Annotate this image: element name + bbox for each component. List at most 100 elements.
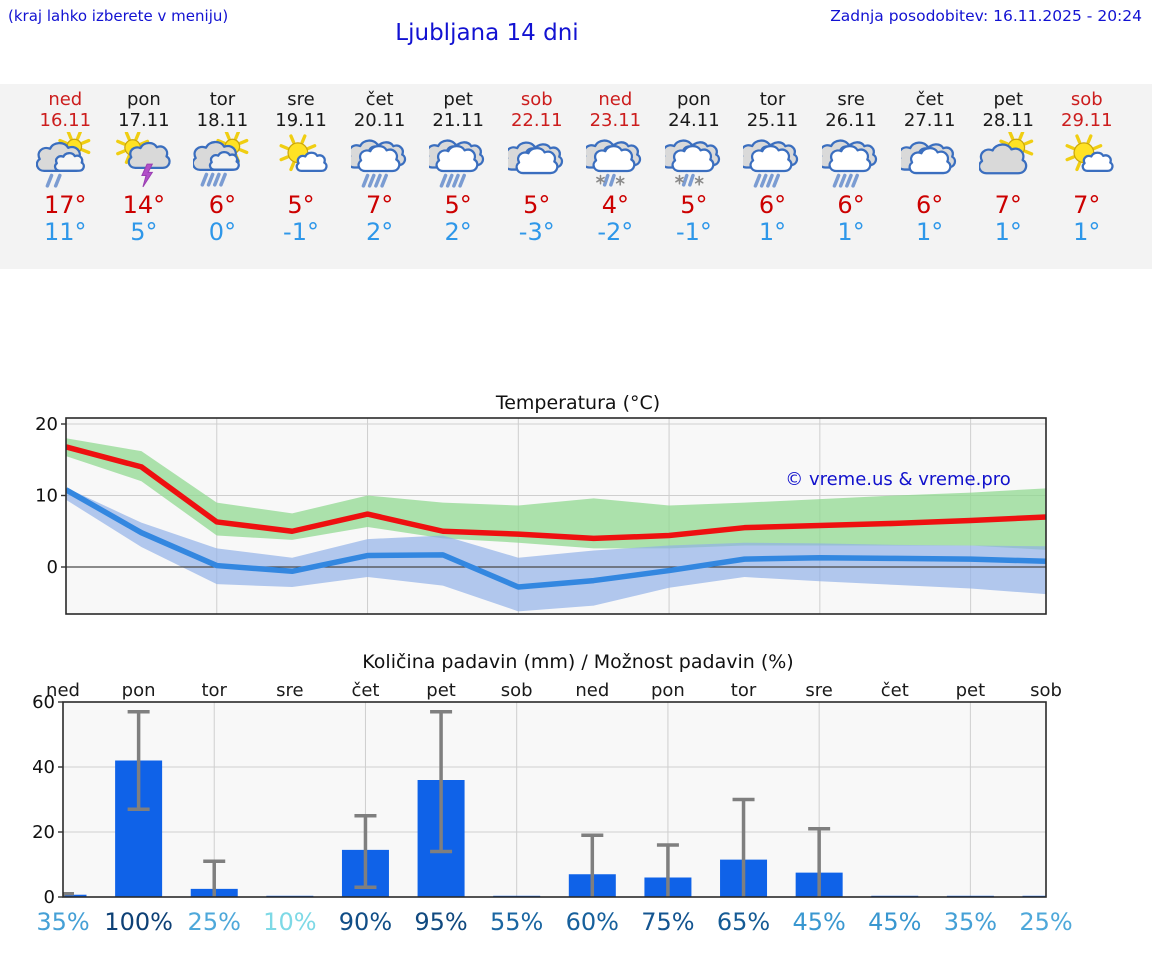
day-column-19.11[interactable]: sre 19.11 5° -1° xyxy=(262,84,341,269)
day-date: 28.11 xyxy=(982,110,1034,131)
max-temp-range xyxy=(66,438,1046,550)
precip-day-label: sre xyxy=(805,680,832,701)
rain-icon xyxy=(822,139,878,188)
day-date: 19.11 xyxy=(275,110,327,131)
day-column-18.11[interactable]: tor 18.11 6° 0° xyxy=(183,84,262,269)
day-column-28.11[interactable]: pet 28.11 7° 1° xyxy=(969,84,1048,269)
sleet-icon xyxy=(586,139,642,187)
day-low-temp: 1° xyxy=(916,218,944,246)
day-high-temp: 7° xyxy=(365,191,394,219)
precip-percent-label: 90% xyxy=(339,908,392,936)
precip-percent-label: 35% xyxy=(944,908,997,936)
day-high-temp: 7° xyxy=(994,191,1022,219)
partly-sunny-icon xyxy=(279,134,328,173)
precip-day-label: čet xyxy=(351,680,379,701)
day-date: 25.11 xyxy=(746,110,799,131)
temp-ytick: 20 xyxy=(35,414,58,435)
cloudy-icon xyxy=(900,141,956,175)
day-date: 21.11 xyxy=(432,110,484,131)
day-name: sob xyxy=(520,89,553,110)
partly-sunny-icon xyxy=(1065,134,1114,173)
day-high-temp: 6° xyxy=(837,191,865,219)
day-column-22.11[interactable]: sob 22.11 5° -3° xyxy=(497,84,576,269)
precip-percent-label: 55% xyxy=(490,908,543,936)
sleet-icon xyxy=(664,139,721,187)
day-high-temp: 4° xyxy=(601,191,629,219)
day-high-temp: 5° xyxy=(523,191,551,219)
day-high-temp: 5° xyxy=(444,191,472,219)
precip-percent-label: 65% xyxy=(717,908,770,936)
day-column-23.11[interactable]: ned 23.11 4° -2° xyxy=(576,84,655,269)
watermark-link[interactable]: © vreme.us & vreme.pro xyxy=(785,469,1011,490)
precip-day-label: sob xyxy=(1030,680,1062,701)
precip-chart-title: Količina padavin (mm) / Možnost padavin … xyxy=(362,651,793,673)
precip-percent-label: 10% xyxy=(263,908,316,936)
day-low-temp: 1° xyxy=(758,218,787,246)
day-low-temp: 5° xyxy=(130,218,158,246)
day-high-temp: 5° xyxy=(287,191,315,219)
precip-plot-area xyxy=(63,702,1046,897)
day-name: čet xyxy=(915,89,944,110)
temp-ytick: 10 xyxy=(35,486,58,507)
error-bar xyxy=(354,814,377,889)
day-low-temp: 11° xyxy=(44,218,87,246)
precip-ytick: 0 xyxy=(44,887,55,908)
day-high-temp: 5° xyxy=(680,191,708,219)
day-low-temp: 1° xyxy=(994,218,1022,246)
precip-ytick: 60 xyxy=(32,692,55,713)
day-column-29.11[interactable]: sob 29.11 7° 1° xyxy=(1048,84,1127,269)
precip-day-label: sre xyxy=(276,680,303,701)
rain-icon xyxy=(743,139,799,188)
menu-note: (kraj lahko izberete v meniju) xyxy=(8,7,229,25)
day-name: pon xyxy=(676,89,711,110)
max-temp-line xyxy=(66,444,1046,542)
day-name: tor xyxy=(759,89,786,110)
error-bar xyxy=(430,710,453,854)
sun-heavy-rain-icon xyxy=(193,132,249,187)
day-name: sob xyxy=(1070,89,1103,110)
day-column-21.11[interactable]: pet 21.11 5° 2° xyxy=(419,84,498,269)
precip-percent-label: 60% xyxy=(566,908,619,936)
error-bar xyxy=(127,710,150,811)
precip-day-label: pon xyxy=(651,680,685,701)
precip-day-label: tor xyxy=(731,680,757,701)
day-column-20.11[interactable]: čet 20.11 7° 2° xyxy=(340,84,419,269)
day-column-24.11[interactable]: pon 24.11 5° -1° xyxy=(655,84,734,269)
cloudy-icon xyxy=(507,141,563,175)
day-column-26.11[interactable]: sre 26.11 6° 1° xyxy=(812,84,891,269)
day-low-temp: 1° xyxy=(837,218,865,246)
precip-percent-label: 95% xyxy=(414,908,467,936)
rain-icon xyxy=(429,139,485,188)
day-column-17.11[interactable]: pon 17.11 14° 5° xyxy=(105,84,184,269)
day-name: pon xyxy=(126,89,161,110)
precip-day-label: ned xyxy=(46,680,80,701)
day-name: pet xyxy=(443,89,473,110)
sun-thunderstorm-icon xyxy=(115,132,171,188)
day-date: 29.11 xyxy=(1061,110,1113,131)
day-high-temp: 6° xyxy=(758,191,787,219)
precip-day-label: pon xyxy=(122,680,156,701)
precip-percent-label: 45% xyxy=(792,908,845,936)
precip-day-label: tor xyxy=(201,680,227,701)
precip-ytick: 20 xyxy=(32,822,55,843)
page-title: Ljubljana 14 dni xyxy=(395,20,579,46)
day-column-25.11[interactable]: tor 25.11 6° 1° xyxy=(733,84,812,269)
day-low-temp: -3° xyxy=(518,218,555,246)
temperature-chart: Temperatura (°C) 0 10 20 © vreme.us & vreme.… xyxy=(35,392,1047,615)
day-column-27.11[interactable]: čet 27.11 6° 1° xyxy=(890,84,969,269)
day-column-16.11[interactable]: ned 16.11 17° 11° xyxy=(26,84,105,269)
rain-icon xyxy=(350,139,406,188)
precip-day-label: sob xyxy=(501,680,533,701)
precip-day-label: pet xyxy=(426,680,456,701)
precip-ytick: 40 xyxy=(32,757,55,778)
error-bar xyxy=(581,833,604,897)
day-high-temp: 6° xyxy=(208,191,237,219)
day-low-temp: 1° xyxy=(1073,218,1101,246)
forecast-strip: ned 16.11 17° 11° pon 17.11 14° 5° tor 18.11 6° 0° s… xyxy=(0,84,1152,269)
day-high-temp: 7° xyxy=(1073,191,1101,219)
day-date: 20.11 xyxy=(353,110,406,131)
day-name: ned xyxy=(598,89,633,110)
day-date: 17.11 xyxy=(118,110,170,131)
day-low-temp: 0° xyxy=(208,218,237,246)
